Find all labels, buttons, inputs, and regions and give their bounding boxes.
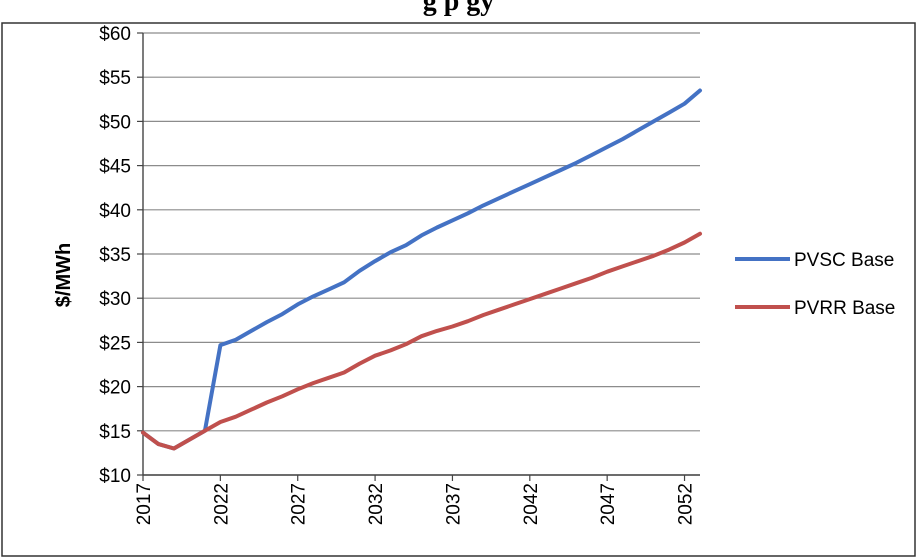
y-tick-label: $55	[99, 68, 131, 89]
x-tick-label: 2037	[443, 483, 464, 525]
cropped-heading-text: g p gy	[422, 0, 495, 17]
x-tick-label: 2032	[366, 483, 387, 525]
x-tick-label: 2017	[134, 483, 155, 525]
gridlines	[137, 32, 700, 476]
legend-label-pvsc-base: PVSC Base	[794, 250, 894, 271]
y-tick-label: $35	[99, 245, 131, 266]
series-lines	[141, 88, 702, 451]
x-tick-label: 2027	[289, 483, 310, 525]
y-tick-label: $60	[99, 24, 131, 45]
x-tick-label: 2047	[598, 483, 619, 525]
y-tick-label: $15	[99, 422, 131, 443]
chart-area-border	[1, 22, 916, 557]
y-tick-label: $45	[99, 157, 131, 178]
x-tick-label: 2022	[211, 483, 232, 525]
y-tick-label: $20	[99, 378, 131, 399]
y-tick-label: $30	[99, 289, 131, 310]
y-tick-label: $25	[99, 333, 131, 354]
x-tick-labels: 2017 2022 2027 2032 2037 2042 2047 2052	[134, 483, 697, 525]
y-axis-label: $/MWh	[53, 243, 75, 307]
y-tick-label: $10	[99, 466, 131, 487]
y-tick-label: $50	[99, 112, 131, 133]
axes	[142, 33, 700, 481]
legend: PVSC Base PVRR Base	[735, 250, 895, 319]
y-tick-labels: $10 $15 $20 $25 $30 $35 $40 $45 $50 $55 $60	[99, 24, 131, 487]
legend-label-pvrr-base: PVRR Base	[794, 298, 895, 319]
x-tick-label: 2052	[676, 483, 697, 525]
y-tick-label: $40	[99, 201, 131, 222]
x-tick-label: 2042	[521, 483, 542, 525]
series-line-pvsc-base	[141, 88, 702, 451]
series-line-pvrr-base	[141, 231, 702, 451]
